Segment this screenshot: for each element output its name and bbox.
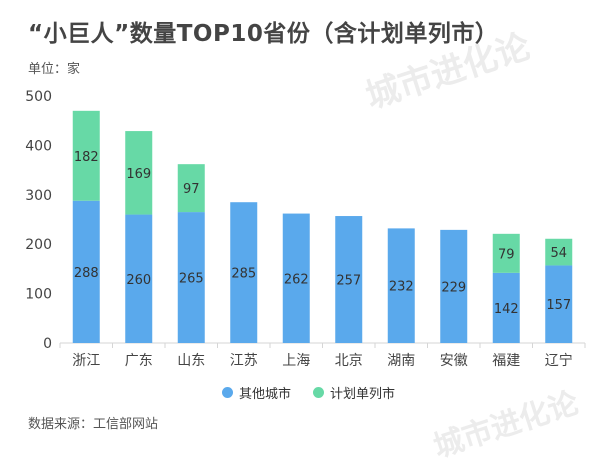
bar-segment-other-cities bbox=[335, 216, 363, 343]
data-label: 142 bbox=[494, 302, 519, 317]
y-tick-label: 400 bbox=[25, 138, 52, 154]
chart-legend: 其他城市 计划单列市 bbox=[222, 383, 395, 402]
chart-title: “小巨人”数量TOP10省份（含计划单列市） bbox=[28, 21, 499, 47]
bar-segment-planned-cities bbox=[125, 131, 153, 215]
legend-label-planned-cities: 计划单列市 bbox=[330, 387, 396, 402]
y-tick-label: 300 bbox=[25, 188, 52, 204]
data-label: 229 bbox=[441, 280, 466, 295]
x-tick-label: 上海 bbox=[282, 353, 310, 369]
data-label: 285 bbox=[231, 267, 256, 282]
y-tick-label: 0 bbox=[43, 336, 52, 352]
data-label: 54 bbox=[550, 246, 567, 261]
bar-segment-other-cities bbox=[492, 272, 520, 343]
bar-segment-other-cities bbox=[282, 213, 310, 343]
x-tick-label: 北京 bbox=[335, 353, 363, 369]
bar-segment-planned-cities bbox=[177, 164, 205, 213]
x-tick-label: 山东 bbox=[177, 353, 205, 369]
x-tick-label: 湖南 bbox=[387, 353, 415, 369]
legend-item-planned-cities[interactable]: 计划单列市 bbox=[313, 383, 395, 402]
data-label: 262 bbox=[284, 272, 309, 287]
data-label: 169 bbox=[126, 167, 151, 182]
bar-segment-other-cities bbox=[440, 229, 468, 343]
x-tick-label: 福建 bbox=[492, 353, 520, 369]
bar-segment-other-cities bbox=[177, 212, 205, 343]
data-label: 157 bbox=[546, 298, 571, 313]
y-tick-label: 500 bbox=[25, 89, 52, 105]
unit-label: 单位：家 bbox=[28, 62, 81, 77]
bar-segment-other-cities bbox=[125, 214, 153, 343]
data-label: 257 bbox=[336, 274, 361, 289]
legend-item-other-cities[interactable]: 其他城市 bbox=[222, 383, 291, 402]
legend-swatch-base bbox=[222, 387, 233, 398]
legend-swatch-stacked bbox=[313, 387, 325, 398]
x-tick-label: 广东 bbox=[125, 353, 153, 369]
x-tick-label: 辽宁 bbox=[545, 352, 573, 369]
x-tick-label: 江苏 bbox=[230, 353, 258, 369]
bar-segment-planned-cities bbox=[72, 110, 100, 201]
x-tick-label: 浙江 bbox=[72, 353, 100, 369]
data-label: 232 bbox=[389, 280, 414, 295]
bar-segment-other-cities bbox=[230, 202, 258, 343]
bar-segment-planned-cities bbox=[492, 233, 520, 273]
x-tick-label: 安徽 bbox=[440, 353, 468, 369]
bar-segment-planned-cities bbox=[545, 238, 573, 266]
bar-segment-other-cities bbox=[545, 265, 573, 343]
data-label: 97 bbox=[183, 182, 200, 197]
data-source: 数据来源：工信部网站 bbox=[28, 417, 159, 432]
data-label: 260 bbox=[126, 273, 151, 288]
bar-segment-other-cities bbox=[72, 200, 100, 343]
data-label: 182 bbox=[74, 150, 99, 165]
y-tick-label: 100 bbox=[25, 287, 52, 303]
stacked-bar-chart: 0 100 200 300 400 500 288 182 浙江 260 169 广东 265 97 山东 2… bbox=[25, 89, 586, 369]
bar-segment-other-cities bbox=[387, 228, 415, 343]
y-tick-label: 200 bbox=[25, 237, 52, 253]
legend-label-other-cities: 其他城市 bbox=[239, 387, 292, 402]
data-label: 288 bbox=[74, 266, 99, 281]
data-label: 79 bbox=[498, 247, 515, 262]
data-label: 265 bbox=[179, 272, 204, 287]
